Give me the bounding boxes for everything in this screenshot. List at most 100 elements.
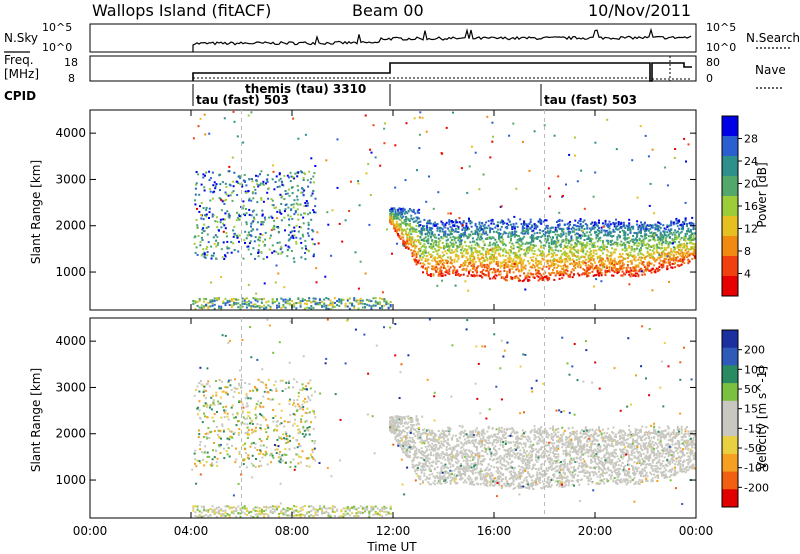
echo-cell <box>629 227 632 230</box>
echo-cell <box>219 183 222 186</box>
echo-cell <box>628 242 631 245</box>
echo-cell <box>492 135 494 138</box>
echo-cell <box>408 208 411 210</box>
echo-cell <box>692 237 695 240</box>
echo-cell <box>557 272 560 275</box>
echo-cell <box>621 270 624 273</box>
echo-cell <box>406 217 409 220</box>
echo-cell <box>367 163 370 166</box>
echo-cell <box>200 214 203 217</box>
echo-cell <box>554 233 557 236</box>
echo-cell <box>517 246 520 249</box>
echo-cell <box>255 389 258 392</box>
echo-cell <box>646 242 649 245</box>
echo-cell <box>633 242 636 245</box>
echo-cell <box>419 242 422 244</box>
echo-cell <box>218 506 220 509</box>
echo-cell <box>310 218 313 221</box>
echo-cell <box>410 209 413 212</box>
echo-cell <box>567 242 570 245</box>
echo-cell <box>312 297 315 300</box>
echo-cell <box>487 244 490 247</box>
echo-cell <box>389 305 392 308</box>
echo-cell <box>641 235 644 238</box>
echo-cell <box>542 265 545 268</box>
echo-cell <box>422 250 424 253</box>
echo-cell <box>547 187 550 190</box>
echo-cell <box>503 247 506 250</box>
echo-cell <box>545 275 548 278</box>
echo-cell <box>278 241 281 244</box>
echo-cell <box>412 249 415 252</box>
echo-cell <box>364 114 367 117</box>
echo-cell <box>220 507 223 510</box>
echo-cell <box>515 261 518 264</box>
echo-cell <box>664 228 667 231</box>
echo-cell <box>235 515 238 518</box>
echo-cell <box>546 227 549 230</box>
echo-cell <box>263 297 266 300</box>
echo-cell <box>613 248 616 251</box>
echo-cell <box>249 397 252 400</box>
echo-cell <box>310 157 313 160</box>
echo-cell <box>274 380 277 383</box>
echo-cell <box>270 198 273 201</box>
echo-cell <box>450 220 453 222</box>
echo-cell <box>654 269 657 272</box>
echo-cell <box>494 274 497 277</box>
echo-cell <box>357 515 360 517</box>
echo-cell <box>303 388 306 390</box>
echo-cell <box>487 275 490 278</box>
echo-cell <box>414 247 417 250</box>
echo-cell <box>264 231 267 234</box>
echo-cell <box>233 225 236 228</box>
echo-cell <box>634 275 637 278</box>
echo-cell <box>200 217 203 220</box>
echo-cell <box>410 238 413 241</box>
echo-cell <box>416 235 419 238</box>
echo-cell <box>519 218 522 221</box>
echo-cell <box>667 262 670 265</box>
echo-cell <box>196 253 199 256</box>
echo-cell <box>453 250 456 253</box>
echo-cell <box>521 228 524 231</box>
echo-cell <box>612 269 615 272</box>
echo-cell <box>461 229 464 231</box>
echo-cell <box>390 222 393 225</box>
echo-cell <box>657 251 660 254</box>
echo-cell <box>461 233 464 236</box>
echo-cell <box>525 247 528 250</box>
echo-cell <box>228 514 231 517</box>
echo-cell <box>287 206 290 209</box>
echo-cell <box>515 254 518 257</box>
echo-cell <box>567 230 570 233</box>
echo-cell <box>241 297 244 300</box>
echo-cell <box>410 217 413 220</box>
echo-cell <box>364 506 366 509</box>
echo-cell <box>617 223 620 225</box>
echo-cell <box>540 252 543 255</box>
echo-cell <box>637 231 640 234</box>
echo-cell <box>415 253 418 256</box>
echo-cell <box>474 151 477 154</box>
echo-cell <box>267 197 270 200</box>
echo-cell <box>253 218 256 221</box>
echo-cell <box>471 254 474 257</box>
echo-cell <box>407 234 410 237</box>
echo-cell <box>646 252 649 254</box>
echo-cell <box>510 265 512 268</box>
echo-cell <box>429 275 432 278</box>
echo-cell <box>679 249 682 252</box>
echo-cell <box>305 200 308 202</box>
echo-cell <box>221 256 224 259</box>
echo-cell <box>453 266 456 269</box>
nave-label: Nave <box>755 63 786 77</box>
echo-cell <box>577 232 579 235</box>
echo-cell <box>314 205 317 208</box>
freq-label: Freq. <box>4 53 34 67</box>
echo-cell <box>228 506 231 509</box>
echo-cell <box>255 458 257 460</box>
echo-cell <box>268 237 271 240</box>
echo-cell <box>203 505 205 508</box>
echo-cell <box>271 199 274 202</box>
